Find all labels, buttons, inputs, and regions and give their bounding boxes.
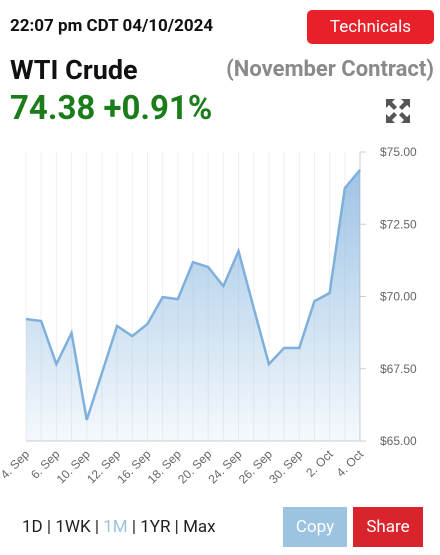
y-tick-label: $65.00: [380, 434, 417, 448]
x-tick-label: 4. Sep: [0, 447, 32, 482]
contract: (November Contract): [226, 57, 434, 82]
range-option[interactable]: 1YR: [140, 517, 171, 537]
y-tick-label: $75.00: [380, 145, 417, 159]
price: 74.38: [10, 89, 96, 128]
separator: |: [90, 517, 104, 537]
separator: |: [42, 517, 56, 537]
separator: |: [127, 517, 141, 537]
timestamp: 22:07 pm CDT 04/10/2024: [10, 16, 214, 36]
instrument-name: WTI Crude: [10, 54, 138, 86]
area: [26, 169, 360, 441]
x-tick-label: 4. Oct: [334, 447, 367, 480]
technicals-button[interactable]: Technicals: [307, 10, 434, 44]
copy-button[interactable]: Copy: [283, 507, 347, 547]
share-button[interactable]: Share: [353, 507, 423, 547]
range-option[interactable]: 1D: [22, 517, 43, 537]
range-option[interactable]: 1M: [103, 517, 128, 537]
x-tick-label: 2. Oct: [303, 447, 336, 480]
change: +0.91%: [103, 89, 213, 128]
expand-icon[interactable]: [384, 97, 412, 125]
y-tick-label: $72.50: [380, 217, 417, 231]
range-option[interactable]: Max: [183, 517, 216, 537]
range-selector: 1D | 1WK | 1M | 1YR | Max: [22, 517, 216, 537]
x-tick-label: 30. Sep: [266, 447, 305, 486]
quote: 74.38 +0.91%: [10, 89, 212, 128]
y-tick-label: $67.50: [380, 362, 417, 376]
separator: |: [170, 517, 184, 537]
y-tick-label: $70.00: [380, 290, 417, 304]
range-option[interactable]: 1WK: [55, 517, 91, 537]
line: [25, 169, 361, 421]
